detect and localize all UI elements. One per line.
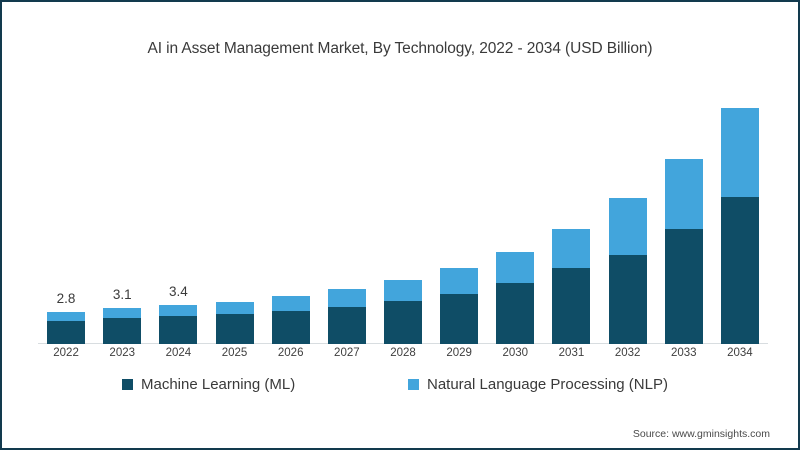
bar-segment-nlp bbox=[608, 198, 647, 255]
bar-segment-nlp bbox=[47, 311, 86, 321]
bar-value-label-2022: 2.8 bbox=[56, 290, 76, 306]
bar-segment-nlp bbox=[496, 252, 535, 284]
bar-value-label-2024: 3.4 bbox=[168, 284, 188, 300]
bar-segment-ml bbox=[215, 314, 254, 344]
x-tick-2032: 2032 bbox=[614, 347, 641, 359]
source-attribution: Source: www.gminsights.com bbox=[632, 428, 770, 440]
bar-segment-nlp bbox=[271, 296, 310, 312]
legend-label-ml: Machine Learning (ML) bbox=[141, 376, 296, 393]
x-tick-2024: 2024 bbox=[165, 347, 192, 359]
bar-2033[interactable] bbox=[664, 159, 703, 344]
bar-segment-nlp bbox=[552, 229, 591, 269]
bar-segment-nlp bbox=[159, 305, 198, 317]
bar-segment-nlp bbox=[103, 308, 142, 319]
x-tick-2030: 2030 bbox=[502, 347, 529, 359]
bar-segment-ml bbox=[159, 316, 198, 344]
bar-segment-nlp bbox=[664, 159, 703, 230]
x-tick-2029: 2029 bbox=[446, 347, 472, 359]
bar-segment-nlp bbox=[327, 288, 366, 307]
legend-swatch-icon-ml bbox=[122, 379, 133, 390]
bar-segment-ml bbox=[608, 254, 647, 344]
x-tick-2023: 2023 bbox=[109, 347, 136, 359]
bar-segment-ml bbox=[552, 268, 591, 344]
bar-2034[interactable] bbox=[720, 107, 759, 344]
bar-segment-nlp bbox=[215, 301, 254, 315]
bar-segment-ml bbox=[664, 229, 703, 344]
x-tick-2026: 2026 bbox=[277, 347, 304, 359]
bar-2029[interactable] bbox=[440, 268, 479, 344]
x-tick-2031: 2031 bbox=[558, 347, 585, 359]
bar-value-label-2023: 3.1 bbox=[112, 287, 132, 303]
bar-segment-ml bbox=[327, 306, 366, 344]
legend-item-machine-learning[interactable]: Machine Learning (ML) bbox=[122, 376, 295, 393]
bar-segment-ml bbox=[720, 197, 759, 344]
bar-segment-nlp bbox=[384, 279, 422, 301]
plot-area: 2.8 3.1 3.4 2022 2023 2024 2025 2026 2027 2028 20… bbox=[38, 94, 768, 359]
bar-2025[interactable] bbox=[215, 301, 254, 344]
bar-2024[interactable]: 3.4 bbox=[159, 284, 198, 344]
x-tick-2028: 2028 bbox=[390, 347, 416, 359]
bar-2023[interactable]: 3.1 bbox=[103, 287, 142, 344]
legend-item-natural-language-processing[interactable]: Natural Language Processing (NLP) bbox=[408, 376, 668, 393]
bar-2030[interactable] bbox=[496, 252, 535, 344]
x-tick-2022: 2022 bbox=[53, 347, 79, 359]
bar-segment-ml bbox=[384, 301, 422, 344]
bar-segment-ml bbox=[103, 318, 142, 344]
legend-swatch-icon-nlp bbox=[408, 379, 419, 390]
bar-2032[interactable] bbox=[608, 198, 647, 344]
bar-segment-ml bbox=[271, 311, 310, 344]
bar-2027[interactable] bbox=[327, 288, 366, 344]
x-tick-2027: 2027 bbox=[334, 347, 360, 359]
bar-segment-nlp bbox=[720, 107, 759, 198]
bar-segment-ml bbox=[440, 293, 479, 344]
bar-2026[interactable] bbox=[271, 296, 310, 344]
x-tick-2033: 2033 bbox=[670, 347, 697, 359]
legend-label-nlp: Natural Language Processing (NLP) bbox=[427, 376, 668, 393]
bar-segment-ml bbox=[47, 320, 86, 344]
x-tick-2025: 2025 bbox=[221, 347, 248, 359]
chart-canvas: AI in Asset Management Market, By Techno… bbox=[4, 4, 796, 446]
bar-segment-nlp bbox=[440, 268, 479, 294]
x-tick-2034: 2034 bbox=[727, 347, 753, 359]
bar-2022[interactable]: 2.8 bbox=[47, 291, 86, 344]
bar-segment-ml bbox=[496, 283, 535, 344]
chart-title: AI in Asset Management Market, By Techno… bbox=[147, 40, 653, 57]
chart-legend: Machine Learning (ML) Natural Language P… bbox=[4, 376, 796, 402]
bar-2031[interactable] bbox=[552, 229, 591, 344]
bar-2028[interactable] bbox=[384, 279, 422, 344]
